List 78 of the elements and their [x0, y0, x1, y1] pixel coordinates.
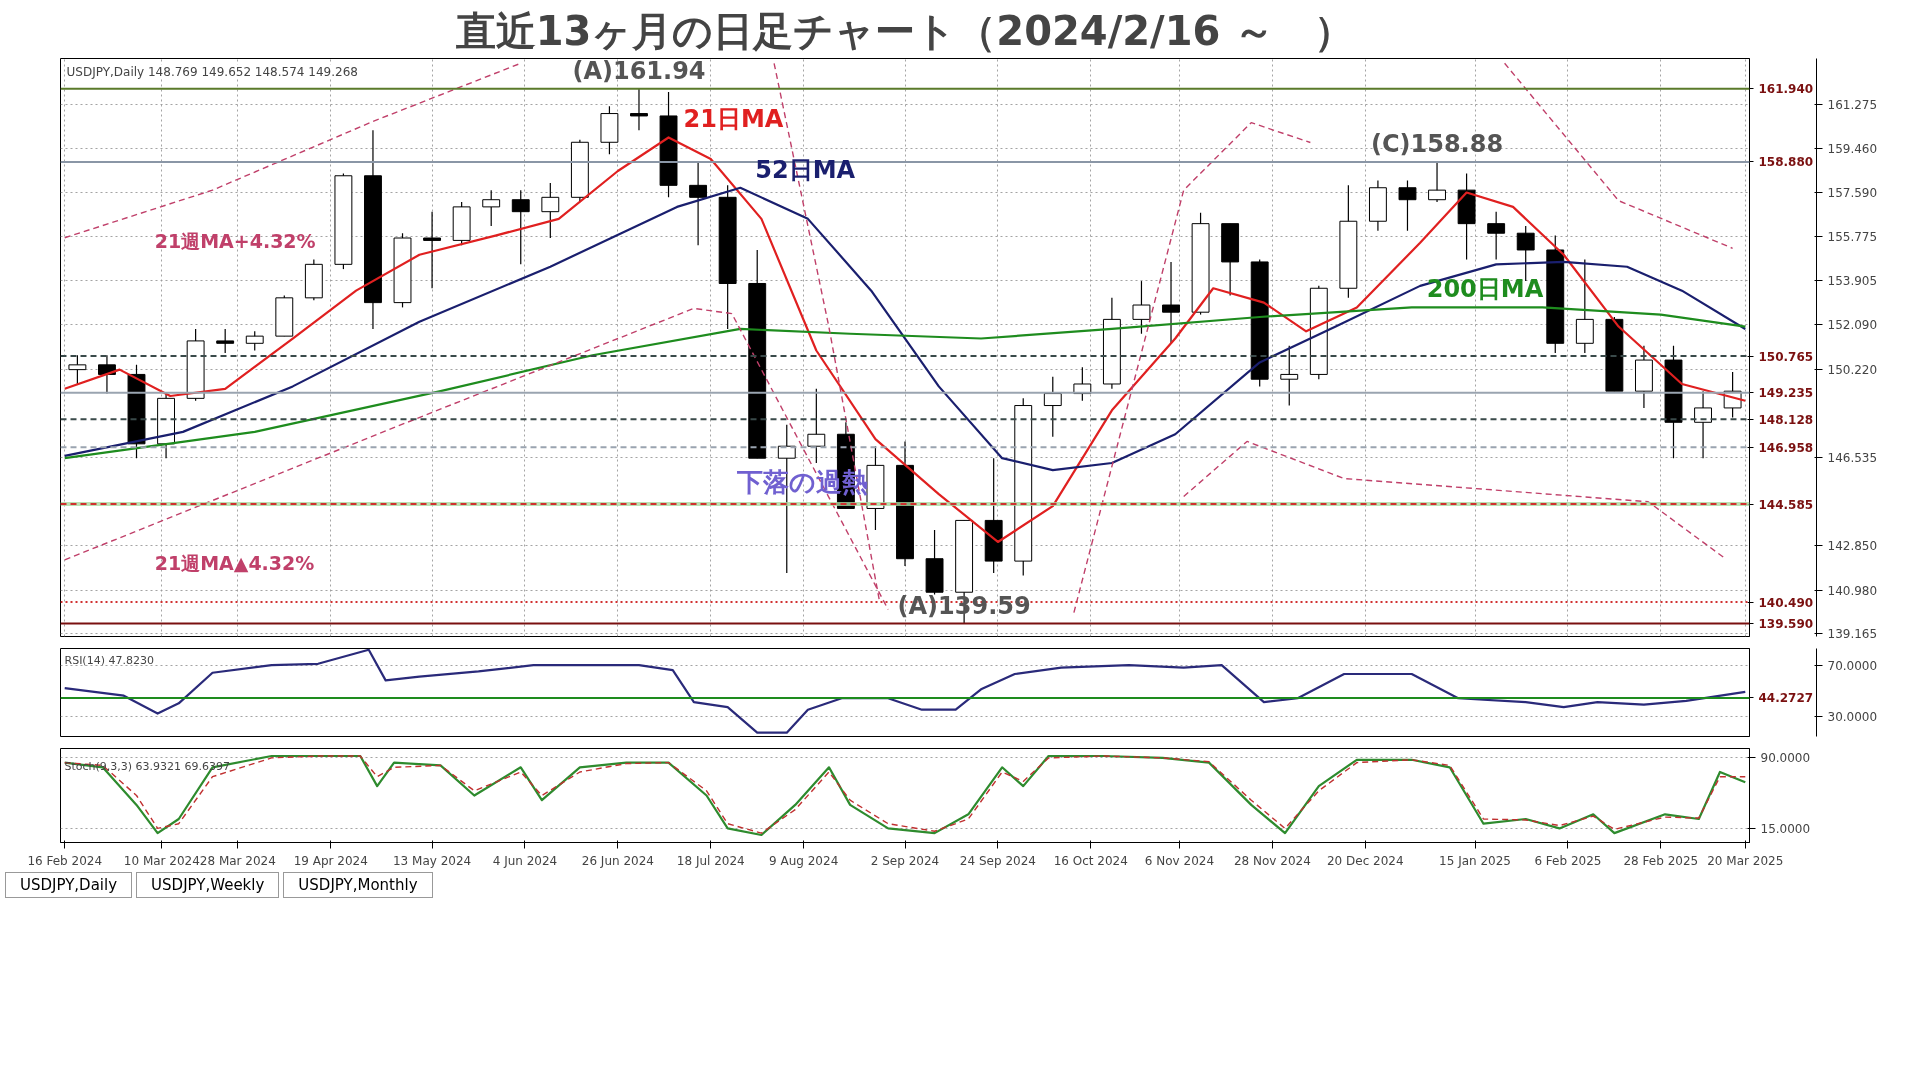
candlestick	[68, 354, 87, 385]
annotation: USDJPY,Daily 148.769 149.652 148.574 149.268	[66, 64, 358, 79]
ref-line-label: 140.490	[1758, 595, 1814, 610]
x-tick-label: 9 Aug 2024	[769, 853, 839, 868]
candlestick	[482, 189, 501, 227]
x-tick-label: 20 Mar 2025	[1707, 853, 1784, 868]
candlestick	[1162, 261, 1180, 344]
y-tick-label: 139.165	[1827, 627, 1878, 642]
ref-line-label: 158.880	[1758, 155, 1814, 170]
candlestick	[689, 160, 708, 246]
x-tick-label: 28 Mar 2024	[199, 853, 276, 868]
y-tick-label: 150.220	[1827, 362, 1878, 377]
candlestick	[630, 88, 648, 131]
y-tick-label: 15.0000	[1760, 821, 1811, 836]
x-tick-label: 16 Oct 2024	[1053, 853, 1128, 868]
candlestick	[1132, 280, 1151, 335]
series-label: 21日MA	[683, 105, 784, 134]
series-label: 21週MA+4.32%	[154, 229, 316, 252]
y-tick-label: 161.275	[1827, 98, 1878, 113]
ref-line-label: 139.590	[1758, 617, 1814, 632]
candlestick	[423, 211, 442, 289]
line-series	[63, 648, 1747, 734]
series-label: 200日MA	[1426, 275, 1544, 304]
y-tick-label: 153.905	[1827, 274, 1878, 289]
x-tick-label: 16 Feb 2024	[27, 853, 103, 868]
text: USDJPY,Weekly	[136, 872, 280, 898]
y-tick-label: 155.775	[1827, 229, 1878, 244]
ref-line-label: 148.128	[1758, 412, 1814, 427]
ref-line-label: 161.940	[1758, 82, 1814, 97]
annotation: (A)161.94	[572, 56, 706, 85]
candlestick	[1280, 345, 1299, 407]
y-tick-label: 142.850	[1827, 539, 1878, 554]
candlestick	[511, 189, 530, 265]
series-label: 21週MA▲4.32%	[154, 551, 315, 574]
ref-line-label: 44.2727	[1758, 691, 1814, 706]
x-tick-label: 20 Dec 2024	[1326, 853, 1404, 868]
x-tick-label: 24 Sep 2024	[959, 853, 1036, 868]
candlestick	[1575, 258, 1594, 354]
ref-line-label: 150.765	[1758, 349, 1814, 364]
x-tick-label: 6 Feb 2025	[1534, 853, 1602, 868]
x-tick-label: 4 Jun 2024	[492, 853, 558, 868]
y-tick-label: 30.0000	[1827, 709, 1878, 724]
x-tick-label: 28 Nov 2024	[1233, 853, 1311, 868]
chart-title: 直近13ヶ月の日足チャート（2024/2/16 ～ ）	[454, 7, 1355, 54]
candlestick	[1487, 211, 1506, 261]
candlestick	[216, 328, 235, 354]
y-tick-label: 157.590	[1827, 186, 1878, 201]
line-series	[63, 306, 1747, 460]
y-tick-label: 90.0000	[1760, 751, 1811, 766]
y-tick-label: 146.535	[1827, 450, 1878, 465]
x-tick-label: 18 Jul 2024	[676, 853, 745, 868]
annotation: (C)158.88	[1370, 129, 1504, 158]
candlestick	[807, 388, 826, 464]
ref-line-label: 144.585	[1758, 497, 1814, 512]
y-tick-label: 159.460	[1827, 141, 1878, 156]
x-tick-label: 19 Apr 2024	[293, 853, 368, 868]
text: USDJPY,Monthly	[283, 872, 433, 898]
candlestick	[1428, 161, 1446, 203]
candlestick	[541, 182, 560, 239]
ref-line-label: 149.235	[1758, 386, 1814, 401]
candlestick	[245, 330, 264, 352]
x-tick-label: 26 Jun 2024	[581, 853, 654, 868]
ref-line-label: 146.958	[1758, 440, 1814, 455]
series-label: 52日MA	[755, 155, 856, 184]
x-tick-label: 15 Jan 2025	[1439, 853, 1512, 868]
x-tick-label: 13 May 2024	[392, 853, 472, 868]
y-tick-label: 140.980	[1827, 583, 1878, 598]
text: RSI(14) 47.8230	[64, 653, 154, 667]
x-tick-label: 28 Feb 2025	[1623, 853, 1699, 868]
candlestick	[1398, 179, 1417, 232]
x-tick-label: 2 Sep 2024	[870, 853, 940, 868]
text: USDJPY,Daily	[5, 872, 133, 898]
candlestick	[1694, 390, 1712, 459]
x-tick-label: 10 Mar 2024	[123, 853, 200, 868]
y-tick-label: 152.090	[1827, 317, 1878, 332]
candlestick	[1043, 376, 1062, 438]
y-tick-label: 70.0000	[1827, 658, 1878, 673]
x-tick-label: 6 Nov 2024	[1144, 853, 1215, 868]
